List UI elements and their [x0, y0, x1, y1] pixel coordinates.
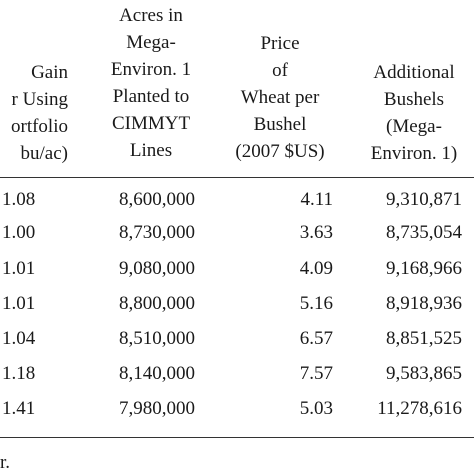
cell-bushels: 9,168,966 [386, 258, 462, 279]
header-acres-line: Mega- [126, 32, 176, 53]
header-price-line: (2007 $US) [235, 141, 325, 162]
cell-acres: 8,140,000 [119, 363, 195, 384]
header-bushels-line: Environ. 1) [370, 143, 458, 164]
cell-bushels: 8,735,054 [386, 222, 462, 243]
cell-price: 5.16 [299, 293, 333, 314]
cell-bushels: 11,278,616 [377, 398, 462, 419]
cell-price: 3.63 [299, 222, 333, 243]
header-acres-line: Acres in [119, 5, 183, 26]
header-gain-line: r Using [11, 89, 68, 110]
header-bushels-line: (Mega- [386, 116, 442, 137]
header-acres-line: Environ. 1 [110, 59, 192, 80]
cell-acres: 9,080,000 [119, 258, 195, 279]
cell-gain: 1.18 [2, 363, 36, 384]
cell-acres: 8,730,000 [119, 222, 195, 243]
footnote: r. [0, 452, 11, 473]
header-acres-line: Planted to [112, 86, 190, 107]
cell-gain: 1.01 [2, 258, 36, 279]
header-gain: Gain r Using ortfolio bu/ac) [0, 59, 68, 167]
cell-price: 5.03 [299, 398, 333, 419]
cell-price: 7.57 [299, 363, 333, 384]
header-acres: Acres in Mega- Environ. 1 Planted to CIM… [90, 2, 212, 164]
cell-gain: 1.01 [2, 293, 36, 314]
header-gain-line: Gain [31, 62, 68, 83]
cell-gain: 1.41 [2, 398, 36, 419]
cell-acres: 8,600,000 [119, 189, 195, 210]
cell-price: 4.11 [300, 189, 333, 210]
cell-price: 4.09 [299, 258, 333, 279]
header-price: Price of Wheat per Bushel (2007 $US) [222, 30, 338, 165]
header-gain-line: ortfolio [11, 116, 68, 137]
header-bushels: Additional Bushels (Mega- Environ. 1) [356, 59, 472, 167]
header-price-line: Wheat per [240, 87, 320, 108]
cell-bushels: 9,310,871 [386, 189, 462, 210]
cell-bushels: 8,918,936 [386, 293, 462, 314]
header-acres-line: Lines [129, 140, 173, 161]
cell-price: 6.57 [299, 328, 333, 349]
cell-gain: 1.04 [2, 328, 36, 349]
header-acres-line: CIMMYT [111, 113, 191, 134]
cell-acres: 8,510,000 [119, 328, 195, 349]
bottom-rule [0, 437, 474, 438]
cell-bushels: 8,851,525 [386, 328, 462, 349]
cell-acres: 8,800,000 [119, 293, 195, 314]
cell-gain: 1.08 [2, 189, 36, 210]
cell-bushels: 9,583,865 [386, 363, 462, 384]
header-rule [0, 177, 474, 178]
header-price-line: Bushel [253, 114, 307, 135]
header-price-line: Price [260, 33, 300, 54]
header-price-line: of [272, 60, 288, 81]
header-bushels-line: Bushels [383, 89, 445, 110]
cell-acres: 7,980,000 [119, 398, 195, 419]
cell-gain: 1.00 [2, 222, 36, 243]
header-gain-line: bu/ac) [20, 143, 68, 164]
header-bushels-line: Additional [373, 62, 455, 83]
